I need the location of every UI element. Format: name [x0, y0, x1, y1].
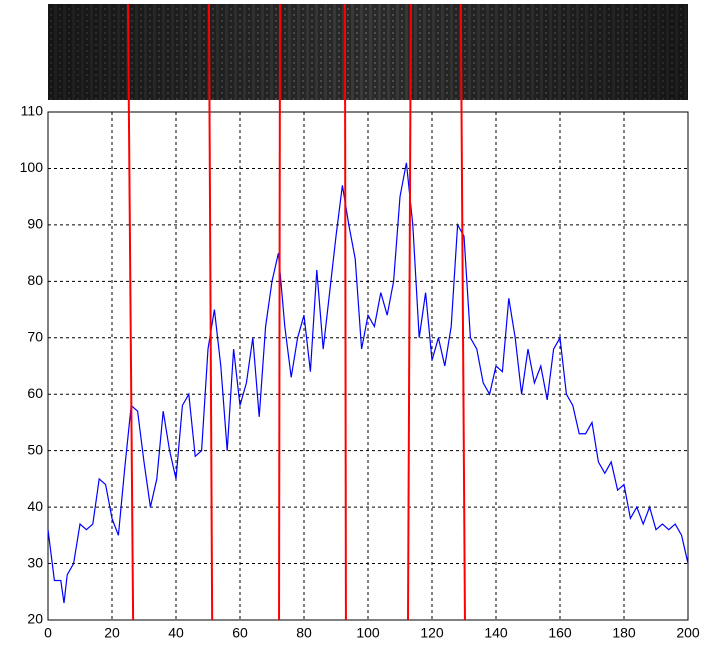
- y-tick-label: 60: [27, 385, 43, 401]
- x-tick-label: 80: [296, 625, 312, 641]
- x-tick-label: 0: [44, 625, 52, 641]
- x-tick-label: 200: [676, 625, 700, 641]
- axes-box: [47, 111, 689, 621]
- y-tick-label: 110: [21, 103, 44, 119]
- x-tick-label: 160: [548, 625, 572, 641]
- x-tick-label: 140: [484, 625, 508, 641]
- x-tick-label: 40: [168, 625, 184, 641]
- y-tick-label: 50: [27, 441, 43, 457]
- y-tick-label: 70: [27, 328, 43, 344]
- y-tick-label: 100: [20, 159, 44, 175]
- image-shade: [48, 4, 688, 100]
- x-tick-label: 120: [420, 625, 444, 641]
- x-tick-label: 20: [104, 625, 120, 641]
- x-tick-label: 180: [612, 625, 636, 641]
- y-tick-label: 30: [27, 554, 43, 570]
- x-tick-label: 60: [232, 625, 248, 641]
- marker-line: [278, 3, 281, 621]
- data-line: [47, 162, 689, 604]
- y-tick-label: 80: [27, 272, 43, 288]
- y-tick-label: 90: [27, 216, 43, 232]
- marker-line: [127, 3, 135, 621]
- marker-line: [207, 3, 214, 621]
- marker-line: [343, 3, 347, 621]
- marker-line: [459, 3, 466, 621]
- x-tick-label: 100: [356, 625, 380, 641]
- y-tick-label: 40: [27, 498, 43, 514]
- marker-line: [407, 3, 412, 621]
- y-tick-label: 20: [27, 611, 43, 627]
